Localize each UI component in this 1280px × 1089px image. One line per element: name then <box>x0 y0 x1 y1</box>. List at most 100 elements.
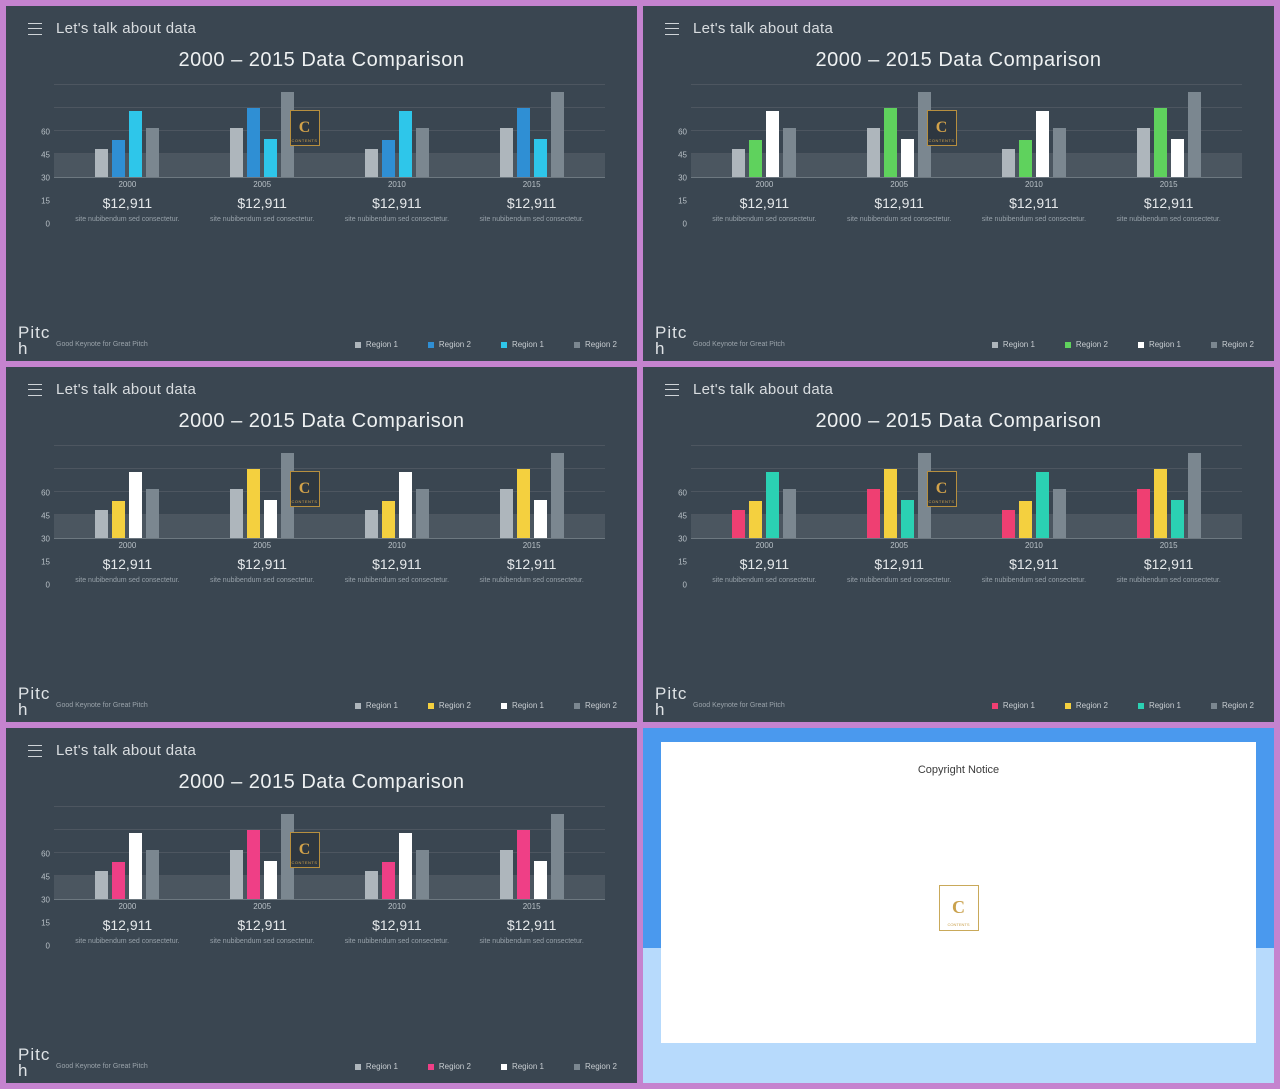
chart-title: 2000 – 2015 Data Comparison <box>665 49 1252 72</box>
slide-title: Let's talk about data <box>693 20 833 37</box>
legend-label: Region 1 <box>1149 701 1181 710</box>
amount-subtext: site nubibendum sed consectetur. <box>464 576 599 585</box>
y-tick-label: 0 <box>46 220 50 229</box>
bar <box>399 111 412 177</box>
bar <box>264 861 277 899</box>
amount-subtext: site nubibendum sed consectetur. <box>832 215 967 224</box>
bar <box>1002 149 1015 177</box>
amount-subtext: site nubibendum sed consectetur. <box>1101 576 1236 585</box>
bar-group <box>1101 78 1236 177</box>
y-tick-label: 45 <box>41 150 50 159</box>
menu-icon[interactable] <box>665 384 679 396</box>
amount-label: $12,911 <box>330 195 465 211</box>
amount-label: $12,911 <box>195 195 330 211</box>
brand-mark: Pitch <box>18 1047 50 1079</box>
menu-icon[interactable] <box>28 384 42 396</box>
bar <box>247 830 260 899</box>
bar <box>1154 469 1167 538</box>
legend-item: Region 1 <box>355 701 398 710</box>
amount-label: $12,911 <box>464 917 599 933</box>
x-cell: 2005$12,911site nubibendum sed consectet… <box>832 541 967 585</box>
watermark-logo: CCONTENTS <box>927 471 957 507</box>
bar <box>416 128 429 177</box>
legend-label: Region 2 <box>1076 701 1108 710</box>
chart-title: 2000 – 2015 Data Comparison <box>28 49 615 72</box>
bar <box>884 108 897 177</box>
bar <box>901 139 914 177</box>
chart: 015304560CCONTENTS2000$12,911site nubibe… <box>54 800 605 946</box>
y-tick-label: 60 <box>41 127 50 136</box>
plot-area: CCONTENTS <box>691 439 1242 539</box>
y-axis: 015304560 <box>32 78 54 224</box>
y-axis: 015304560 <box>669 439 691 585</box>
x-category-label: 2005 <box>832 541 967 550</box>
legend-label: Region 1 <box>512 340 544 349</box>
slide-title: Let's talk about data <box>56 20 196 37</box>
legend-item: Region 2 <box>1211 340 1254 349</box>
bar <box>382 140 395 177</box>
amount-label: $12,911 <box>697 556 832 572</box>
y-tick-label: 45 <box>41 511 50 520</box>
legend-label: Region 1 <box>512 701 544 710</box>
legend-swatch <box>428 342 434 348</box>
y-tick-label: 15 <box>41 919 50 928</box>
y-tick-label: 30 <box>678 534 687 543</box>
legend-item: Region 1 <box>1138 340 1181 349</box>
bar-groups <box>691 439 1242 538</box>
y-tick-label: 60 <box>41 849 50 858</box>
legend-tagline: Good Keynote for Great Pitch <box>56 1063 148 1070</box>
amount-subtext: site nubibendum sed consectetur. <box>1101 215 1236 224</box>
legend-swatch <box>1211 342 1217 348</box>
slide-title: Let's talk about data <box>56 381 196 398</box>
legend-label: Region 1 <box>1149 340 1181 349</box>
x-cell: 2015$12,911site nubibendum sed consectet… <box>464 902 599 946</box>
menu-icon[interactable] <box>28 23 42 35</box>
bar <box>146 489 159 538</box>
brand-mark: Pitch <box>18 325 50 357</box>
bar <box>534 139 547 177</box>
copyright-slide: Copyright Notice CCONTENTS <box>643 728 1274 1083</box>
bar <box>365 871 378 899</box>
x-category-label: 2015 <box>1101 541 1236 550</box>
bar <box>1019 140 1032 177</box>
bar <box>1154 108 1167 177</box>
amount-subtext: site nubibendum sed consectetur. <box>195 937 330 946</box>
amount-label: $12,911 <box>330 556 465 572</box>
legend-item: Region 2 <box>1065 340 1108 349</box>
bar <box>732 510 745 538</box>
bar <box>766 111 779 177</box>
bar <box>867 489 880 538</box>
legend-item: Region 1 <box>501 340 544 349</box>
copyright-logo: CCONTENTS <box>939 885 979 931</box>
bar-group <box>330 78 465 177</box>
y-tick-label: 45 <box>678 511 687 520</box>
x-cell: 2000$12,911site nubibendum sed consectet… <box>60 180 195 224</box>
bar <box>365 149 378 177</box>
copyright-title: Copyright Notice <box>661 764 1256 776</box>
legend-swatch <box>501 1064 507 1070</box>
bar-group <box>697 439 832 538</box>
menu-icon[interactable] <box>665 23 679 35</box>
x-cell: 2015$12,911site nubibendum sed consectet… <box>1101 180 1236 224</box>
legend-item: Region 2 <box>1211 701 1254 710</box>
legend-label: Region 1 <box>366 701 398 710</box>
legend-label: Region 1 <box>512 1062 544 1071</box>
y-axis: 015304560 <box>32 439 54 585</box>
menu-icon[interactable] <box>28 745 42 757</box>
bar <box>112 862 125 899</box>
bar-group <box>967 439 1102 538</box>
x-category-label: 2015 <box>464 541 599 550</box>
legend-swatch <box>574 342 580 348</box>
legend: Good Keynote for Great Pitch Region 1 Regi… <box>56 1062 617 1071</box>
legend-item: Region 1 <box>1138 701 1181 710</box>
bar <box>146 850 159 899</box>
bar <box>365 510 378 538</box>
bar <box>551 453 564 538</box>
x-axis: 2000$12,911site nubibendum sed consectet… <box>54 900 605 946</box>
x-cell: 2010$12,911site nubibendum sed consectet… <box>967 541 1102 585</box>
x-category-label: 2005 <box>195 902 330 911</box>
bar <box>500 128 513 177</box>
bar <box>1036 111 1049 177</box>
amount-subtext: site nubibendum sed consectetur. <box>832 576 967 585</box>
legend-item: Region 1 <box>355 1062 398 1071</box>
